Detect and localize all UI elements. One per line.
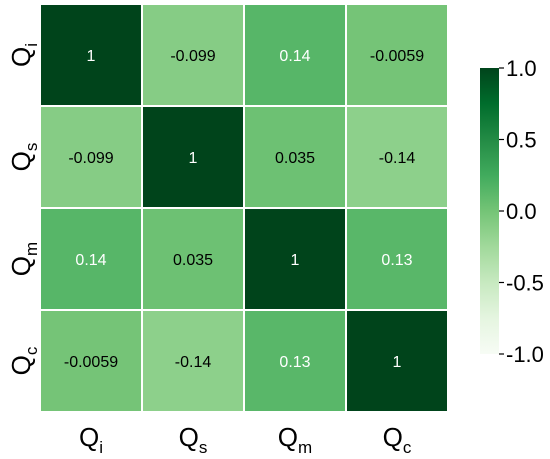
colorbar-tick-label: -0.5 (506, 271, 544, 296)
cell-value-label: -0.099 (170, 48, 215, 65)
colorbar-tick-label: 1.0 (506, 56, 537, 81)
cell-value-label: 1 (87, 48, 96, 65)
cell-value-label: 1 (291, 252, 300, 269)
column-tick-label: Qi (79, 422, 103, 457)
cell-value-label: 1 (393, 354, 402, 371)
column-tick-label: Qs (179, 422, 208, 457)
cell-value-label: -0.14 (379, 150, 416, 167)
cell-value-label: 0.035 (173, 252, 213, 269)
cell-value-label: 0.035 (275, 150, 315, 167)
heatmap-cells: 1 -0.099 0.14 -0.0059 -0.099 1 0.035 -0.14 0.14 0… (39, 3, 449, 413)
column-tick-label: Qm (278, 422, 312, 457)
cell-value-label: 0.14 (75, 252, 106, 269)
row-tick-label: Qc (6, 346, 41, 375)
column-tick-label: Qc (383, 422, 412, 457)
heatmap-cell (345, 309, 449, 413)
heatmap-cell (345, 3, 449, 107)
heatmap-cell (243, 3, 347, 107)
row-tick-label: Qm (6, 242, 41, 276)
cell-value-label: 0.13 (279, 354, 310, 371)
colorbar-gradient (480, 68, 499, 354)
heatmap-cell (141, 105, 245, 209)
column-tick-labels: Qi Qs Qm Qc (79, 422, 412, 457)
heatmap-cell (345, 207, 449, 311)
cell-value-label: 0.13 (381, 252, 412, 269)
cell-value-label: -0.099 (68, 150, 113, 167)
row-tick-label: Qi (6, 43, 41, 67)
colorbar: 1.0 0.5 0.0 -0.5 -1.0 (480, 56, 544, 367)
cell-value-label: 0.14 (279, 48, 310, 65)
cell-value-label: -0.0059 (370, 48, 424, 65)
colorbar-tick-label: 0.0 (506, 199, 537, 224)
heatmap-cell (141, 207, 245, 311)
row-tick-labels: Qi Qs Qm Qc (6, 43, 41, 375)
heatmap-cell (345, 105, 449, 209)
row-tick-label: Qs (6, 143, 41, 172)
colorbar-tick-label: 0.5 (506, 128, 537, 153)
colorbar-tick-label: -1.0 (506, 342, 544, 367)
heatmap-cell (141, 309, 245, 413)
heatmap-cell (39, 309, 143, 413)
cell-value-label: -0.0059 (64, 354, 118, 371)
cell-value-label: 1 (189, 150, 198, 167)
heatmap-cell (39, 3, 143, 107)
cell-value-label: -0.14 (175, 354, 212, 371)
heatmap-cell (141, 3, 245, 107)
